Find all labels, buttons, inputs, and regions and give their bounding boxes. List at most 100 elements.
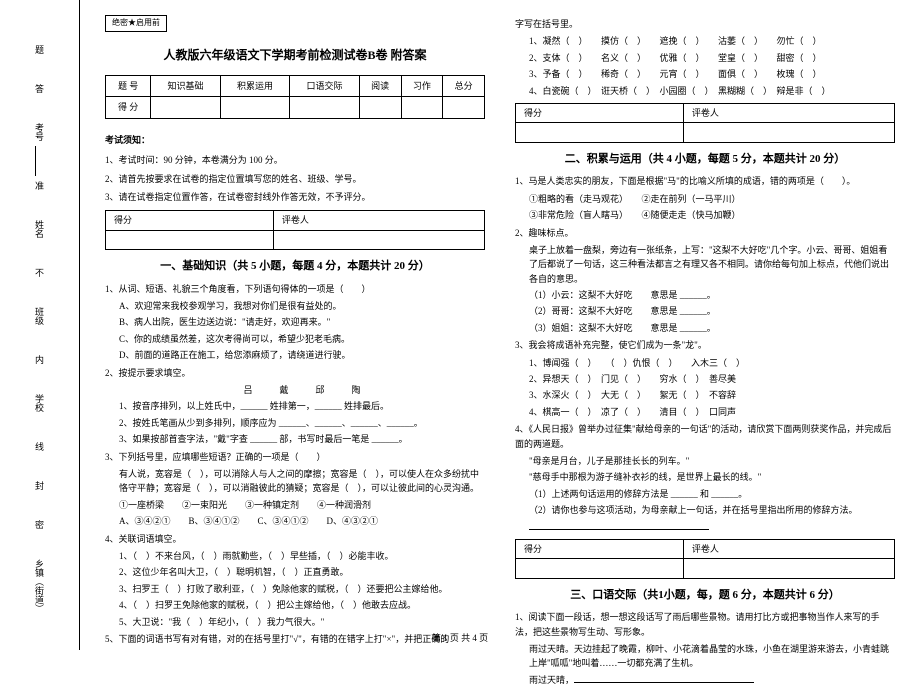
s2q1-opt: ①粗略的看（走马观花） ②走在前列（一马平川） bbox=[515, 192, 895, 206]
answer-blank[interactable] bbox=[529, 520, 709, 530]
mini-c1: 得分 bbox=[516, 539, 684, 558]
answer-blank[interactable] bbox=[574, 673, 754, 683]
gutter-hint: 不 bbox=[33, 268, 46, 277]
score-col: 习作 bbox=[401, 75, 443, 96]
s2q3: 3、我会将成语补充完整，使它们成为一条"龙"。 bbox=[515, 338, 895, 352]
mini-c1: 得分 bbox=[106, 211, 274, 230]
q1: 1、从词、短语、礼貌三个角度看，下列语句得体的一项是（ ） bbox=[105, 282, 485, 296]
s2q2: 2、趣味标点。 bbox=[515, 226, 895, 240]
s3q1-p2: 雨过天晴， bbox=[515, 673, 895, 687]
q5-row: 4、白瓷碗（ ） 诳天桥（ ） 小园圈（ ） 黑糊糊（ ） 辩是非（ ） bbox=[515, 84, 895, 98]
s3q1-lead: 雨过天晴， bbox=[529, 675, 574, 685]
s2q4-sub: （2）请你也参与这项活动，为母亲献上一句话，并在括号里指出所用的修辞方法。 bbox=[515, 503, 895, 517]
blank-cell[interactable] bbox=[220, 97, 290, 118]
mini-score: 得分评卷人 bbox=[515, 539, 895, 579]
q3-choices: A、③④②① B、③④①② C、③④①② D、④③②① bbox=[105, 514, 485, 528]
mini-c2: 评卷人 bbox=[683, 103, 894, 122]
s2q2-sub: （3）姐姐：这梨不大好吃 意思是 ______。 bbox=[515, 321, 895, 335]
q3-para: 有人说，宽容是（ ），可以消除人与人之间的摩擦；宽容是（ ），可以使人在众多纷扰… bbox=[105, 467, 485, 496]
blank-cell[interactable] bbox=[683, 123, 894, 142]
score-row2: 得 分 bbox=[106, 97, 151, 118]
section1-heading: 一、基础知识（共 5 小题，每题 4 分，本题共计 20 分） bbox=[105, 258, 485, 276]
gutter-label: 班级 bbox=[33, 307, 46, 325]
s2q2-para: 桌子上放着一盘梨，旁边有一张纸条，上写："这梨不大好吃"几个字。小云、哥哥、姐姐… bbox=[515, 243, 895, 286]
s2q4-p: "慈母手中那根为游子缝补衣衫的线，是世界上最长的线。" bbox=[515, 470, 895, 484]
binding-gutter: 题 答 考号 准 姓名 不 班级 内 学校 线 封 密 乡镇（街道） bbox=[0, 0, 80, 650]
gutter-hint: 封 bbox=[33, 481, 46, 490]
gutter-label: 考号 bbox=[33, 123, 46, 141]
notice-item: 2、请首先按要求在试卷的指定位置填写您的姓名、班级、学号。 bbox=[105, 172, 485, 186]
q1-opt: D、前面的道路正在施工，给您添麻烦了，请绕道进行驶。 bbox=[105, 348, 485, 362]
q5-cont: 字写在括号里。 bbox=[515, 17, 895, 31]
q4-sub: 5、大卫说："我（ ）年纪小，（ ）我力气很大。" bbox=[105, 615, 485, 629]
q4: 4、关联词语填空。 bbox=[105, 532, 485, 546]
score-table: 题 号 知识基础 积累运用 口语交际 阅读 习作 总分 得 分 bbox=[105, 75, 485, 119]
section2-heading: 二、积累与运用（共 4 小题，每题 5 分，本题共计 20 分） bbox=[515, 151, 895, 169]
left-column: 绝密★启用前 人教版六年级语文下学期考前检测试卷B卷 附答案 题 号 知识基础 … bbox=[105, 15, 485, 640]
notice-item: 1、考试时间：90 分钟，本卷满分为 100 分。 bbox=[105, 153, 485, 167]
s2q1: 1、马是人类忠实的朋友，下面是根据"马"的比喻义所填的成语，错的两项是（ ）。 bbox=[515, 174, 895, 188]
s2q3-sub: 3、水深火（ ） 大无（ ） 絮无（ ） 不容辞 bbox=[515, 388, 895, 402]
s2q1-opt: ③非常危险（盲人瞎马） ④随便走走（快马加鞭） bbox=[515, 208, 895, 222]
gutter-hint: 内 bbox=[33, 355, 46, 364]
gutter-label: 乡镇（街道） bbox=[33, 559, 46, 613]
s2q3-sub: 1、博闻强（ ） （ ）仇恨（ ） 入木三（ ） bbox=[515, 356, 895, 370]
q4-sub: 3、扫罗王（ ）打败了歌利亚，（ ）免除他家的赋税，（ ）还要把公主嫁给他。 bbox=[105, 582, 485, 596]
s2q4-sub: （1）上述两句话运用的修辞方法是 ______ 和 ______。 bbox=[515, 487, 895, 501]
s2q3-sub: 4、棋高一（ ） 凉了（ ） 清目（ ） 口同声 bbox=[515, 405, 895, 419]
s2q4-p: "母亲是月台，儿子是那挂长长的列车。" bbox=[515, 454, 895, 468]
blank-cell[interactable] bbox=[151, 97, 221, 118]
q2-sub: 2、按姓氏笔画从少到多排列，顺序应为 ______、______、______、… bbox=[105, 416, 485, 430]
score-col: 口语交际 bbox=[290, 75, 360, 96]
gutter-label: 姓名 bbox=[33, 220, 46, 238]
q2-chars: 吕 戴 邱 陶 bbox=[105, 383, 485, 397]
s2q3-sub: 2、异想天（ ） 门见（ ） 穷水（ ） 善尽美 bbox=[515, 372, 895, 386]
blank-cell[interactable] bbox=[106, 230, 274, 249]
q1-opt: B、病人出院，医生边送边说："请走好，欢迎再来。" bbox=[105, 315, 485, 329]
q2: 2、按提示要求填空。 bbox=[105, 366, 485, 380]
blank bbox=[35, 146, 45, 176]
q3: 3、下列括号里，应填哪些短语？正确的一项是（ ） bbox=[105, 450, 485, 464]
paper-title: 人教版六年级语文下学期考前检测试卷B卷 附答案 bbox=[105, 46, 485, 65]
q5-row: 1、凝然（ ） 摸仿（ ） 遮挽（ ） 沽萎（ ） 勿忙（ ） bbox=[515, 34, 895, 48]
blank-cell[interactable] bbox=[683, 559, 894, 578]
gutter-hint: 题 bbox=[33, 45, 46, 54]
blank-cell[interactable] bbox=[443, 97, 485, 118]
blank-cell[interactable] bbox=[516, 123, 684, 142]
q1-opt: C、你的成绩虽然差，这次考得尚可以，希望少犯老毛病。 bbox=[105, 332, 485, 346]
section3-heading: 三、口语交际（共1小题，每，题 6 分，本题共计 6 分） bbox=[515, 587, 895, 605]
blank-cell[interactable] bbox=[401, 97, 443, 118]
mini-c2: 评卷人 bbox=[683, 539, 894, 558]
q4-sub: 2、这位少年名叫大卫，（ ）聪明机智，（ ）正直勇敢。 bbox=[105, 565, 485, 579]
q4-sub: 4、（ ）扫罗王免除他家的赋税，（ ）把公主嫁给他，（ ）他敢去应战。 bbox=[105, 598, 485, 612]
s3q1-p: 雨过天晴。天边挂起了晚霞，柳叶、小花滴着晶莹的水珠，小鱼在湖里游来游去，小青蛙跳… bbox=[515, 642, 895, 671]
q2-sub: 3、如果按部首查字法，"戴"字查 ______ 部，书写时最后一笔是 _____… bbox=[105, 432, 485, 446]
score-col: 知识基础 bbox=[151, 75, 221, 96]
blank-cell[interactable] bbox=[516, 559, 684, 578]
q3-opts: ①一座桥梁 ②一束阳光 ③一种镇定剂 ④一种润滑剂 bbox=[105, 498, 485, 512]
q2-sub: 1、按音序排列，以上姓氏中，______ 姓排第一，______ 姓排最后。 bbox=[105, 399, 485, 413]
score-col: 题 号 bbox=[106, 75, 151, 96]
blank-cell[interactable] bbox=[359, 97, 401, 118]
secret-stamp: 绝密★启用前 bbox=[105, 15, 167, 32]
gutter-hint: 密 bbox=[33, 520, 46, 529]
q5-row: 3、予备（ ） 稀奇（ ） 元宵（ ） 面俱（ ） 枚瑰（ ） bbox=[515, 67, 895, 81]
score-col: 积累运用 bbox=[220, 75, 290, 96]
score-col: 总分 bbox=[443, 75, 485, 96]
gutter-hint: 准 bbox=[33, 181, 46, 190]
blank-cell[interactable] bbox=[273, 230, 484, 249]
gutter-hint: 线 bbox=[33, 442, 46, 451]
q5-row: 2、支体（ ） 名义（ ） 优雅（ ） 堂皇（ ） 甜密（ ） bbox=[515, 51, 895, 65]
mini-score: 得分评卷人 bbox=[105, 210, 485, 250]
notice-item: 3、请在试卷指定位置作答，在试卷密封线外作答无效，不予评分。 bbox=[105, 190, 485, 204]
page-footer: 第 1 页 共 4 页 bbox=[0, 631, 920, 644]
s2q2-sub: （1）小云：这梨不大好吃 意思是 ______。 bbox=[515, 288, 895, 302]
right-column: 字写在括号里。 1、凝然（ ） 摸仿（ ） 遮挽（ ） 沽萎（ ） 勿忙（ ） … bbox=[515, 15, 895, 640]
q1-opt: A、欢迎常来我校参观学习，我想对你们是很有益处的。 bbox=[105, 299, 485, 313]
blank-cell[interactable] bbox=[290, 97, 360, 118]
mini-c2: 评卷人 bbox=[273, 211, 484, 230]
mini-c1: 得分 bbox=[516, 103, 684, 122]
notice-heading: 考试须知： bbox=[105, 133, 485, 147]
gutter-label: 学校 bbox=[33, 394, 46, 412]
s2q4: 4、《人民日报》曾举办过征集"献给母亲的一句话"的活动，请欣赏下面两则获奖作品，… bbox=[515, 422, 895, 451]
